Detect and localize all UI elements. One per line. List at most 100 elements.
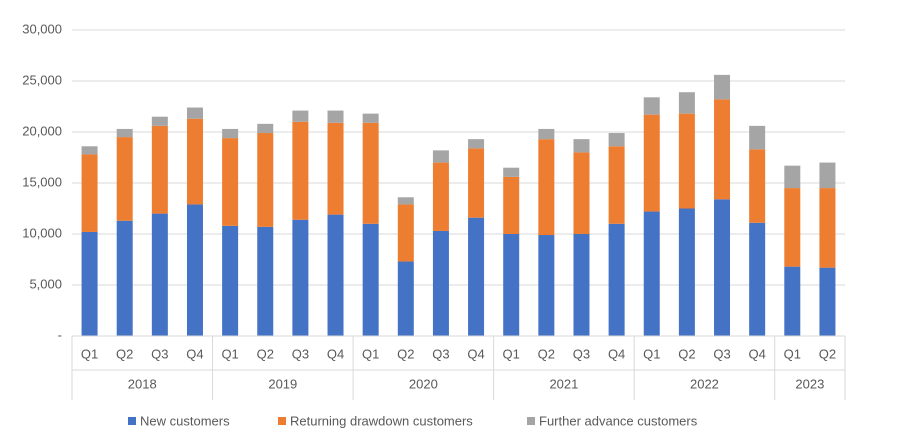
bar-segment — [573, 234, 590, 336]
x-tick-label: Q3 — [432, 346, 449, 361]
x-tick-label: Q2 — [678, 346, 695, 361]
x-tick-label: Q4 — [186, 346, 203, 361]
bar-segment — [81, 231, 98, 336]
bar-segment — [749, 149, 766, 223]
bar-segment — [538, 235, 555, 336]
bar-segment — [397, 261, 414, 336]
y-tick-label: 5,000 — [29, 276, 62, 291]
bar-segment — [327, 214, 344, 336]
bar-segment — [678, 113, 695, 209]
bar-segment — [186, 118, 203, 205]
bar-segment — [432, 150, 449, 163]
bar-segment — [186, 204, 203, 336]
x-tick-label: Q2 — [397, 346, 414, 361]
bar-segment — [432, 162, 449, 231]
bar-segment — [503, 167, 520, 177]
x-tick-label: Q2 — [819, 346, 836, 361]
bar-segment — [432, 230, 449, 336]
x-tick-label: Q4 — [467, 346, 484, 361]
bar-segment — [608, 146, 625, 224]
bar-segment — [714, 199, 731, 336]
bar-segment — [222, 128, 239, 139]
bar-segment — [327, 122, 344, 215]
bar-segment — [749, 125, 766, 150]
bar-segment — [116, 128, 133, 138]
legend-swatch — [527, 417, 535, 425]
bar-segment — [573, 152, 590, 234]
y-tick-label: 10,000 — [22, 225, 62, 240]
y-tick-label: 15,000 — [22, 174, 62, 189]
bar-segment — [819, 267, 836, 336]
bar-segment — [784, 165, 801, 189]
bar-segment — [222, 225, 239, 336]
x-tick-label: Q4 — [608, 346, 625, 361]
bar-segment — [608, 223, 625, 336]
bar-segment — [503, 176, 520, 234]
legend-label: Further advance customers — [539, 413, 698, 428]
group-label: 2020 — [409, 376, 438, 391]
bar-segment — [151, 125, 168, 214]
x-tick-label: Q1 — [81, 346, 98, 361]
group-label: 2018 — [128, 376, 157, 391]
x-tick-label: Q1 — [221, 346, 238, 361]
x-tick-label: Q1 — [362, 346, 379, 361]
x-tick-label: Q4 — [327, 346, 344, 361]
bar-segment — [608, 133, 625, 147]
group-label: 2022 — [690, 376, 719, 391]
bar-segment — [503, 234, 520, 336]
bar-segment — [257, 123, 274, 134]
x-tick-label: Q1 — [643, 346, 660, 361]
bar-segment — [116, 137, 133, 221]
bar-segment — [819, 188, 836, 268]
bar-segment — [257, 133, 274, 227]
x-tick-label: Q3 — [151, 346, 168, 361]
bar-segment — [362, 113, 379, 123]
x-tick-label: Q1 — [503, 346, 520, 361]
bar-segment — [538, 139, 555, 236]
bar-segment — [643, 114, 660, 212]
bar-segment — [468, 217, 485, 336]
x-tick-label: Q3 — [573, 346, 590, 361]
y-tick-label: 25,000 — [22, 72, 62, 87]
bar-segment — [819, 162, 836, 189]
bar-segment — [292, 110, 309, 122]
bar-segment — [784, 188, 801, 267]
group-label: 2019 — [268, 376, 297, 391]
bar-segment — [643, 211, 660, 336]
x-tick-label: Q2 — [257, 346, 274, 361]
bar-segment — [643, 97, 660, 115]
bar-segment — [151, 116, 168, 126]
x-tick-label: Q4 — [748, 346, 765, 361]
bar-segment — [573, 139, 590, 153]
bar-segment — [538, 128, 555, 140]
x-tick-label: Q2 — [538, 346, 555, 361]
bar-segment — [362, 122, 379, 224]
bar-segment — [327, 110, 344, 123]
bar-segment — [714, 74, 731, 100]
legend-label: New customers — [140, 413, 230, 428]
y-tick-label: 20,000 — [22, 123, 62, 138]
bar-segment — [397, 204, 414, 262]
legend-swatch — [278, 417, 286, 425]
bar-segment — [257, 226, 274, 336]
bar-segment — [468, 148, 485, 218]
bar-segment — [678, 208, 695, 336]
legend-swatch — [128, 417, 136, 425]
bar-segment — [222, 138, 239, 226]
bar-segment — [116, 220, 133, 336]
group-label: 2023 — [795, 376, 824, 391]
bar-segment — [292, 121, 309, 220]
y-tick-label: - — [58, 327, 62, 342]
bar-segment — [749, 222, 766, 336]
bar-segment — [151, 213, 168, 336]
x-tick-label: Q3 — [292, 346, 309, 361]
x-tick-label: Q3 — [713, 346, 730, 361]
bar-segment — [714, 99, 731, 200]
bar-segment — [81, 146, 98, 155]
bar-segment — [468, 139, 485, 149]
bar-segment — [362, 223, 379, 336]
group-label: 2021 — [549, 376, 578, 391]
y-tick-label: 30,000 — [22, 21, 62, 36]
x-tick-label: Q2 — [116, 346, 133, 361]
